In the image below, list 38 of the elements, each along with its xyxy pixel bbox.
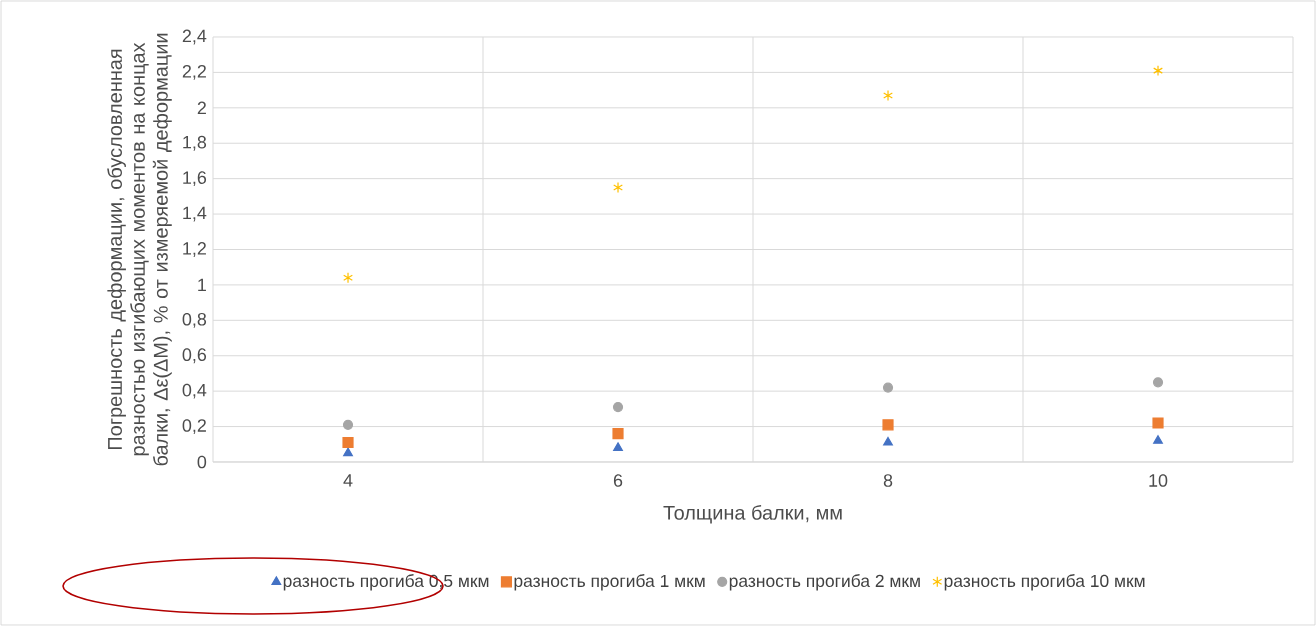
- x-axis-title: Толщина балки, мм: [663, 505, 842, 524]
- y-tick-label: 0,6: [182, 348, 207, 364]
- y-tick-label: 1: [198, 278, 206, 292]
- y-tick-label: 0,2: [182, 419, 206, 434]
- y-tick-label: 0: [197, 455, 207, 469]
- point: [1153, 65, 1163, 77]
- legend-label: разность прогиба 1 мкм: [514, 574, 705, 591]
- y-tick-label: 1,6: [183, 171, 207, 187]
- x-tick-label: 8: [883, 474, 893, 487]
- point: [612, 428, 624, 440]
- legend-label: разность прогиба 2 мкм: [729, 574, 920, 591]
- point: [883, 89, 893, 102]
- point: [882, 382, 894, 393]
- point: [1152, 417, 1164, 429]
- point: [1152, 377, 1164, 388]
- x-tick-label: 10: [1149, 474, 1168, 487]
- y-tick-label: 2,4: [182, 29, 207, 45]
- point: [342, 419, 354, 430]
- legend-label: разность прогиба 10 мкм: [944, 574, 1145, 591]
- y-tick-label: 1,4: [183, 206, 207, 222]
- point: [1153, 435, 1163, 444]
- point: [343, 447, 353, 457]
- point: [613, 181, 623, 194]
- y-tick-label: 1,8: [183, 135, 207, 151]
- y-axis-title: Погрешность деформации, обусловленная разностью изгибающих моментов на концах балки, Δε(ΔM), % от измеряемой деформации: [107, 33, 172, 466]
- x-tick-label: 6: [613, 474, 623, 487]
- y-tick-label: 0,8: [182, 312, 207, 328]
- y-tick-label: 0,4: [182, 383, 207, 399]
- point: [613, 442, 623, 451]
- point: [883, 436, 893, 446]
- point: [882, 419, 894, 431]
- y-tick-label: 2,2: [182, 64, 206, 80]
- point: [342, 436, 354, 449]
- x-tick-label: 4: [343, 474, 353, 487]
- point: [343, 272, 353, 284]
- point: [612, 402, 624, 413]
- y-tick-label: 2: [197, 101, 206, 115]
- y-tick-label: 1,2: [183, 242, 206, 257]
